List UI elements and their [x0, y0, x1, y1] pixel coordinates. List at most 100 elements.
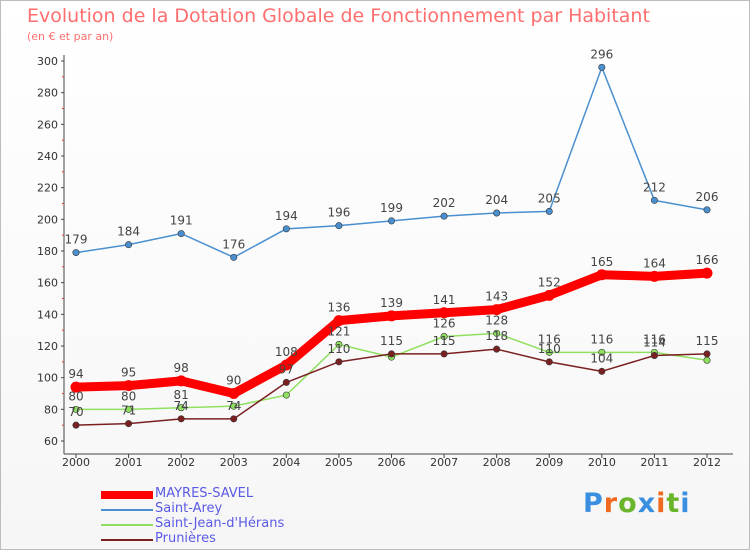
legend-label: Saint-Arey: [155, 501, 223, 516]
data-label: 296: [590, 47, 613, 61]
data-label: 74: [174, 399, 189, 413]
data-point: [598, 348, 606, 356]
x-tick-label: 2002: [167, 456, 195, 469]
data-point: [545, 358, 553, 366]
data-point: [438, 307, 450, 319]
data-label: 110: [327, 342, 350, 356]
data-point: [228, 388, 240, 399]
data-label: 115: [433, 334, 456, 348]
data-label: 141: [433, 293, 456, 307]
data-point: [493, 209, 501, 217]
data-label: 70: [68, 405, 83, 419]
data-point: [703, 350, 711, 358]
legend-label: MAYRES-SAVEL: [155, 486, 254, 501]
data-point: [386, 310, 397, 322]
series-points: [70, 63, 713, 429]
chart-title: Evolution de la Dotation Globale de Fonc…: [27, 5, 650, 27]
data-label: 199: [380, 201, 403, 215]
data-point: [72, 405, 80, 413]
y-tick-label: 280: [37, 87, 58, 100]
data-point: [177, 404, 185, 412]
x-tick-label: 2009: [535, 456, 563, 469]
data-point: [387, 350, 395, 358]
data-point: [596, 269, 608, 281]
data-label: 179: [65, 233, 88, 247]
data-point: [177, 230, 185, 238]
data-point: [493, 345, 501, 353]
data-point: [230, 415, 238, 423]
data-label: 165: [590, 255, 613, 269]
data-label: 94: [68, 367, 83, 381]
data-point: [230, 253, 238, 261]
data-label: 115: [696, 334, 719, 348]
data-label: 121: [327, 324, 350, 338]
x-tick-label: 2001: [115, 456, 143, 469]
data-label: 176: [222, 237, 245, 251]
y-tick-label: 260: [37, 118, 58, 131]
x-tick-label: 2000: [62, 456, 90, 469]
data-label: 116: [538, 332, 561, 346]
data-label: 74: [226, 399, 241, 413]
data-label: 97: [279, 362, 294, 376]
data-label: 164: [643, 256, 666, 270]
data-point: [125, 420, 133, 428]
series-labels: 94 95 98 90 108 136 139 141 143 152 165 164 166 179 18…: [65, 47, 719, 419]
legend-label: Prunières: [155, 531, 216, 546]
data-point: [440, 350, 448, 358]
y-tick-label: 140: [37, 308, 58, 321]
data-point: [282, 391, 290, 399]
y-tick-label: 60: [44, 435, 58, 448]
data-point: [282, 225, 290, 233]
y-tick-label: 160: [37, 277, 58, 290]
data-label: 95: [121, 366, 136, 380]
data-label: 166: [696, 253, 719, 267]
data-label: 126: [433, 317, 456, 331]
data-point: [280, 359, 292, 371]
data-label: 143: [485, 290, 508, 304]
y-tick-label: 120: [37, 340, 58, 353]
data-point: [703, 356, 711, 364]
data-point: [335, 222, 343, 230]
data-label: 205: [538, 191, 561, 205]
data-label: 191: [170, 214, 193, 228]
data-point: [701, 267, 713, 279]
data-point: [230, 402, 238, 410]
data-label: 212: [643, 180, 666, 194]
data-label: 206: [696, 190, 719, 204]
chart-axes: 60 80 100 120 140 160 180 200 220 240 260 280 300 200…: [37, 55, 733, 469]
y-tick-label: 300: [37, 55, 58, 68]
data-point: [387, 217, 395, 225]
data-point: [440, 332, 448, 340]
data-point: [72, 421, 80, 429]
x-tick-label: 2010: [588, 456, 616, 469]
data-point: [648, 270, 660, 282]
legend-swatch: [101, 539, 153, 541]
data-label: 115: [380, 334, 403, 348]
data-point: [703, 206, 711, 214]
data-point: [545, 348, 553, 356]
data-point: [175, 375, 187, 387]
data-point: [123, 380, 135, 392]
data-label: 110: [538, 342, 561, 356]
x-tick-label: 2006: [378, 456, 406, 469]
data-point: [650, 196, 658, 204]
data-label: 104: [590, 351, 613, 365]
data-label: 116: [590, 332, 613, 346]
data-point: [440, 212, 448, 220]
y-tick-label: 240: [37, 150, 58, 163]
data-label: 108: [275, 345, 298, 359]
x-tick-label: 2005: [325, 456, 353, 469]
data-label: 136: [327, 301, 350, 315]
data-point: [125, 405, 133, 413]
data-point: [282, 378, 290, 386]
data-point: [177, 415, 185, 423]
x-tick-label: 2003: [220, 456, 248, 469]
data-point: [70, 381, 82, 393]
chart-subtitle: (en € et par an): [27, 30, 114, 43]
data-label: 184: [117, 225, 140, 239]
data-label: 81: [174, 388, 189, 402]
legend-swatch: [101, 524, 153, 526]
data-point: [491, 304, 503, 316]
data-label: 139: [380, 296, 403, 310]
